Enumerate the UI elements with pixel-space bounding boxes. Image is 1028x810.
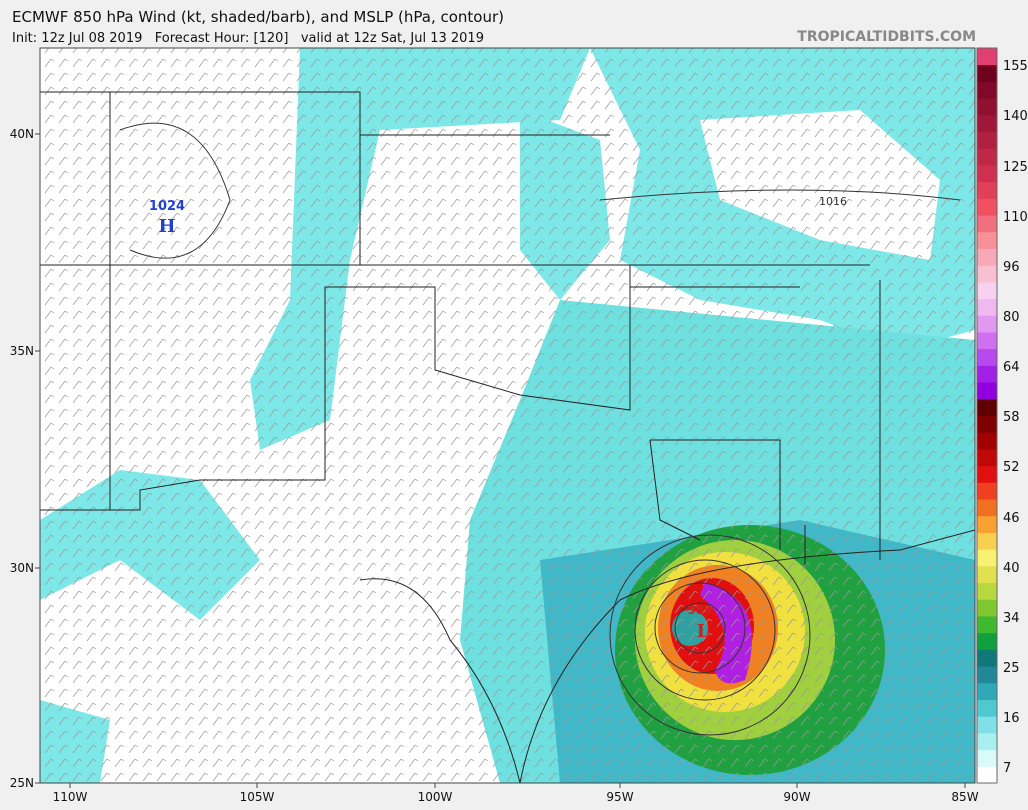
colorbar-cell — [977, 164, 997, 183]
lat-label: 30N — [10, 561, 34, 575]
colorbar-label: 16 — [1003, 711, 1020, 726]
colorbar-cell — [977, 131, 997, 149]
subtitle: Init: 12z Jul 08 2019 Forecast Hour: [12… — [12, 31, 484, 46]
colorbar-cell — [977, 749, 997, 767]
colorbar-cell — [977, 615, 997, 634]
colorbar-label: 64 — [1003, 360, 1020, 375]
colorbar-cell — [977, 599, 997, 617]
colorbar-cell — [977, 499, 997, 517]
colorbar-cell — [977, 549, 997, 567]
colorbar-label: 96 — [1003, 260, 1020, 275]
colorbar-frame — [976, 47, 998, 784]
colorbar-cell — [977, 515, 997, 533]
colorbar-cell — [977, 181, 997, 199]
colorbar-cell — [977, 148, 997, 166]
isobars — [119, 122, 961, 736]
low-pressure: 989 — [687, 603, 712, 617]
colorbar-cell — [977, 331, 997, 350]
colorbar-cell — [977, 699, 997, 717]
lon-label: 100W — [418, 790, 453, 804]
high-letter: H — [158, 216, 175, 237]
title: ECMWF 850 hPa Wind (kt, shaded/barb), an… — [12, 8, 504, 26]
colorbar-cell — [977, 81, 997, 99]
colorbar-cell — [977, 231, 997, 249]
colorbar-cell — [977, 565, 997, 584]
colorbar-cell — [977, 766, 997, 784]
colorbar-label: 58 — [1003, 410, 1020, 425]
colorbar-cell — [977, 716, 997, 734]
lon-label: 110W — [53, 790, 88, 804]
colorbar-cell — [977, 298, 997, 316]
colorbar-cell — [977, 48, 997, 66]
colorbar-label: 125 — [1003, 160, 1028, 175]
colorbar-cell — [977, 398, 997, 416]
colorbar-cell — [977, 64, 997, 82]
map — [40, 48, 975, 783]
colorbar-cell — [977, 649, 997, 667]
colorbar-cell — [977, 281, 997, 300]
colorbar-label: 80 — [1003, 310, 1020, 325]
colorbar-cell — [977, 215, 997, 233]
colorbar-cell — [977, 248, 997, 266]
site-credit: TROPICALTIDBITS.COM — [797, 29, 976, 45]
colorbar-cell — [977, 198, 997, 216]
colorbar: 155 140 125 110 96 80 64 58 52 46 40 34 25 16 7 — [976, 47, 1028, 784]
boundaries — [40, 91, 975, 783]
colorbar-cell — [977, 732, 997, 751]
colorbar-cell — [977, 682, 997, 700]
high-pressure: 1024 — [149, 199, 185, 214]
low-letter: L — [697, 621, 710, 642]
colorbar-label: 25 — [1003, 661, 1020, 676]
colorbar-cell — [977, 432, 997, 450]
colorbar-label: 34 — [1003, 611, 1020, 626]
colorbar-cell — [977, 632, 997, 650]
colorbar-cell — [977, 666, 997, 684]
colorbar-cell — [977, 582, 997, 600]
colorbar-label: 110 — [1003, 210, 1028, 225]
lon-label: 95W — [606, 790, 633, 804]
colorbar-label: 40 — [1003, 561, 1020, 576]
colorbar-label: 155 — [1003, 59, 1028, 74]
lat-label: 25N — [10, 776, 34, 790]
colorbar-cell — [977, 315, 997, 333]
colorbar-label: 7 — [1003, 761, 1011, 776]
colorbar-cell — [977, 114, 997, 133]
colorbar-cell — [977, 532, 997, 550]
colorbar-label: 140 — [1003, 109, 1028, 124]
lon-label: 90W — [783, 790, 810, 804]
map-frame — [39, 47, 976, 784]
lat-label: 35N — [10, 344, 34, 358]
lon-label: 105W — [240, 790, 275, 804]
lon-label: 85W — [951, 790, 978, 804]
colorbar-cell — [977, 382, 997, 400]
colorbar-cell — [977, 448, 997, 467]
lat-label: 40N — [10, 127, 34, 141]
colorbar-cell — [977, 365, 997, 383]
colorbar-cell — [977, 98, 997, 116]
colorbar-label: 46 — [1003, 511, 1020, 526]
colorbar-cell — [977, 348, 997, 366]
colorbar-cell — [977, 265, 997, 283]
colorbar-cell — [977, 465, 997, 483]
colorbar-cell — [977, 415, 997, 433]
colorbar-label: 52 — [1003, 460, 1020, 475]
contour-label: 1016 — [819, 195, 847, 208]
colorbar-cell — [977, 482, 997, 500]
